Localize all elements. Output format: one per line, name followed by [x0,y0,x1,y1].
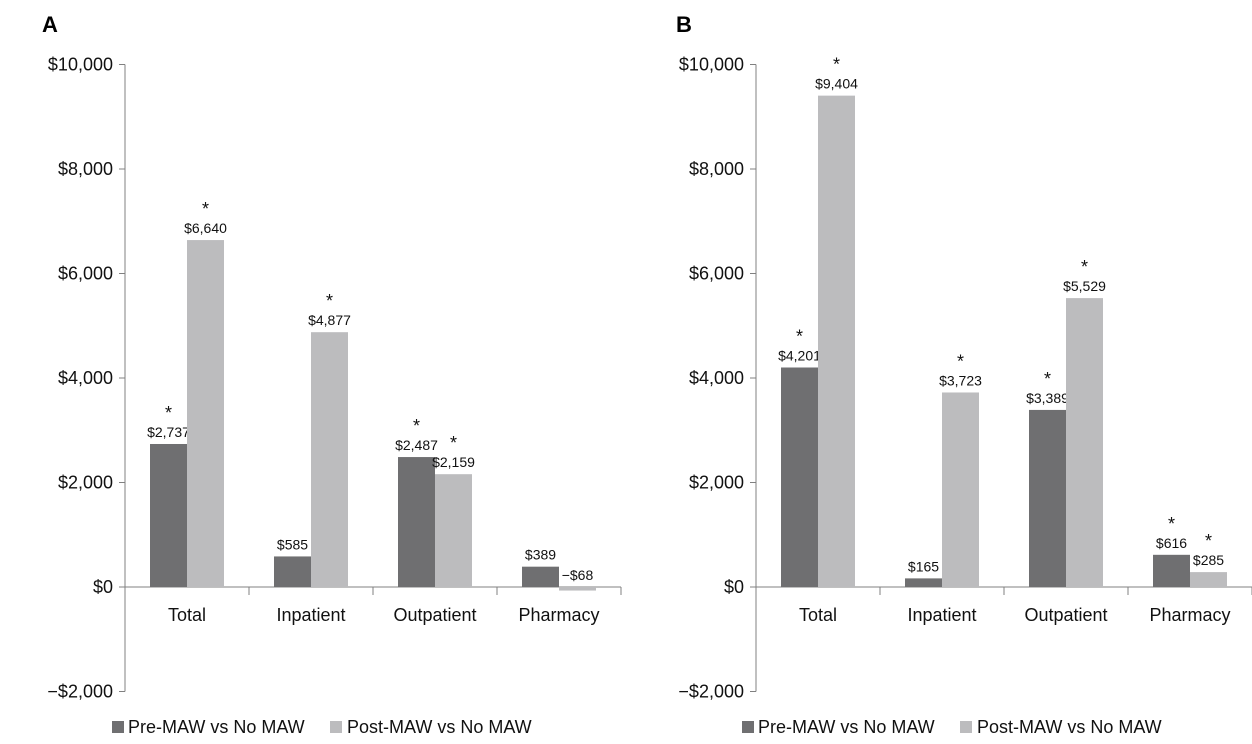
panel-a-y-tick-label: $8,000 [58,159,113,179]
panel-b-data-label: $5,529 [1063,278,1106,294]
panel-a-bar-pharmacy-pre [522,566,559,587]
panel-b-significance-star: * [833,55,840,75]
panel-b-bar-pharmacy-post [1190,572,1227,587]
panel-a-significance-star: * [413,416,420,436]
panel-a-data-label: $585 [277,536,308,552]
panel-a-data-label: $4,877 [308,312,351,328]
panel-b-bar-total-pre [781,367,818,587]
panel-a-bar-inpatient-pre [274,556,311,587]
legend-label-pre: Pre-MAW vs No MAW [758,717,935,737]
panel-a-bar-total-pre [150,443,187,587]
panel-a-data-label: $6,640 [184,220,227,236]
panel-a-y-tick-label: $2,000 [58,473,113,493]
panel-a-data-label: −$68 [562,567,594,583]
panel-a-data-label: $2,159 [432,454,475,470]
panel-a-y-tick-label: $0 [93,577,113,597]
panel-a-significance-star: * [165,403,172,423]
panel-b-significance-star: * [1205,531,1212,551]
panel-a-data-label: $2,487 [395,437,438,453]
panel-a-significance-star: * [202,199,209,219]
panel-a-y-tick-label: −$2,000 [47,682,113,702]
panel-a-significance-star: * [326,291,333,311]
panel-b-bar-inpatient-pre [905,578,942,587]
panel-b-significance-star: * [1168,514,1175,534]
panel-a-bar-outpatient-post [435,474,472,587]
panel-b-significance-star: * [1044,369,1051,389]
panel-b-data-label: $285 [1193,552,1224,568]
panel-a-category-label: Inpatient [276,605,345,625]
panel-b-significance-star: * [796,326,803,346]
panel-a: A −$2,000 $0 $2,000 $4,000 $6,000 $8,000 $10,0… [42,12,622,737]
panel-b-category-label: Pharmacy [1149,605,1230,625]
panel-a-bar-pharmacy-post [559,587,596,591]
panel-a-data-label: $389 [525,547,556,563]
legend-swatch-post [330,721,342,733]
legend-swatch-pre [112,721,124,733]
legend-swatch-post [960,721,972,733]
panel-b-letter: B [676,12,692,37]
panel-a-category-label: Outpatient [393,605,476,625]
panel-b-y-tick-label: −$2,000 [678,682,744,702]
panel-a-legend: Pre-MAW vs No MAW Post-MAW vs No MAW [112,717,532,737]
panel-b-y-tick-label: $8,000 [689,159,744,179]
panel-b-data-label: $9,404 [815,76,858,92]
legend-label-post: Post-MAW vs No MAW [347,717,532,737]
panel-a-bar-inpatient-post [311,332,348,587]
panel-b-y-tick-label: $0 [724,577,744,597]
panel-b-bar-inpatient-post [942,392,979,587]
panel-b-y-tick-label: $10,000 [679,55,744,75]
panel-b-data-label: $3,723 [939,372,982,388]
panel-b-bar-outpatient-pre [1029,409,1066,587]
panel-b-data-label: $4,201 [778,347,821,363]
panel-b-data-label: $3,389 [1026,390,1069,406]
panel-b-category-label: Outpatient [1024,605,1107,625]
panel-b-bar-total-post [818,95,855,588]
panel-a-category-label: Total [168,605,206,625]
panel-a-y-tick-label: $4,000 [58,368,113,388]
legend-label-pre: Pre-MAW vs No MAW [128,717,305,737]
panel-b-significance-star: * [957,351,964,371]
panel-b-data-label: $616 [1156,535,1187,551]
panel-a-bar-outpatient-pre [398,457,435,587]
panel-a-bar-total-post [187,240,224,587]
panel-b-legend: Pre-MAW vs No MAW Post-MAW vs No MAW [742,717,1162,737]
panel-a-y-tick-label: $6,000 [58,264,113,284]
panel-b-category-label: Inpatient [907,605,976,625]
legend-label-post: Post-MAW vs No MAW [977,717,1162,737]
legend-swatch-pre [742,721,754,733]
panel-a-data-label: $2,737 [147,424,190,440]
panel-b-bar-pharmacy-pre [1153,554,1190,587]
panel-a-category-label: Pharmacy [518,605,599,625]
panel-b-category-label: Total [799,605,837,625]
panel-b-bar-outpatient-post [1066,298,1103,587]
panel-a-significance-star: * [450,433,457,453]
panel-b-y-tick-label: $6,000 [689,264,744,284]
panel-b-significance-star: * [1081,257,1088,277]
panel-b: B −$2,000 $0 $2,000 $4,000 $6,000 $8,000 $10,0… [676,12,1252,737]
panel-a-y-tick-label: $10,000 [48,55,113,75]
panel-b-y-tick-label: $2,000 [689,473,744,493]
panel-b-y-tick-label: $4,000 [689,368,744,388]
panel-b-data-label: $165 [908,558,939,574]
panel-a-letter: A [42,12,58,37]
